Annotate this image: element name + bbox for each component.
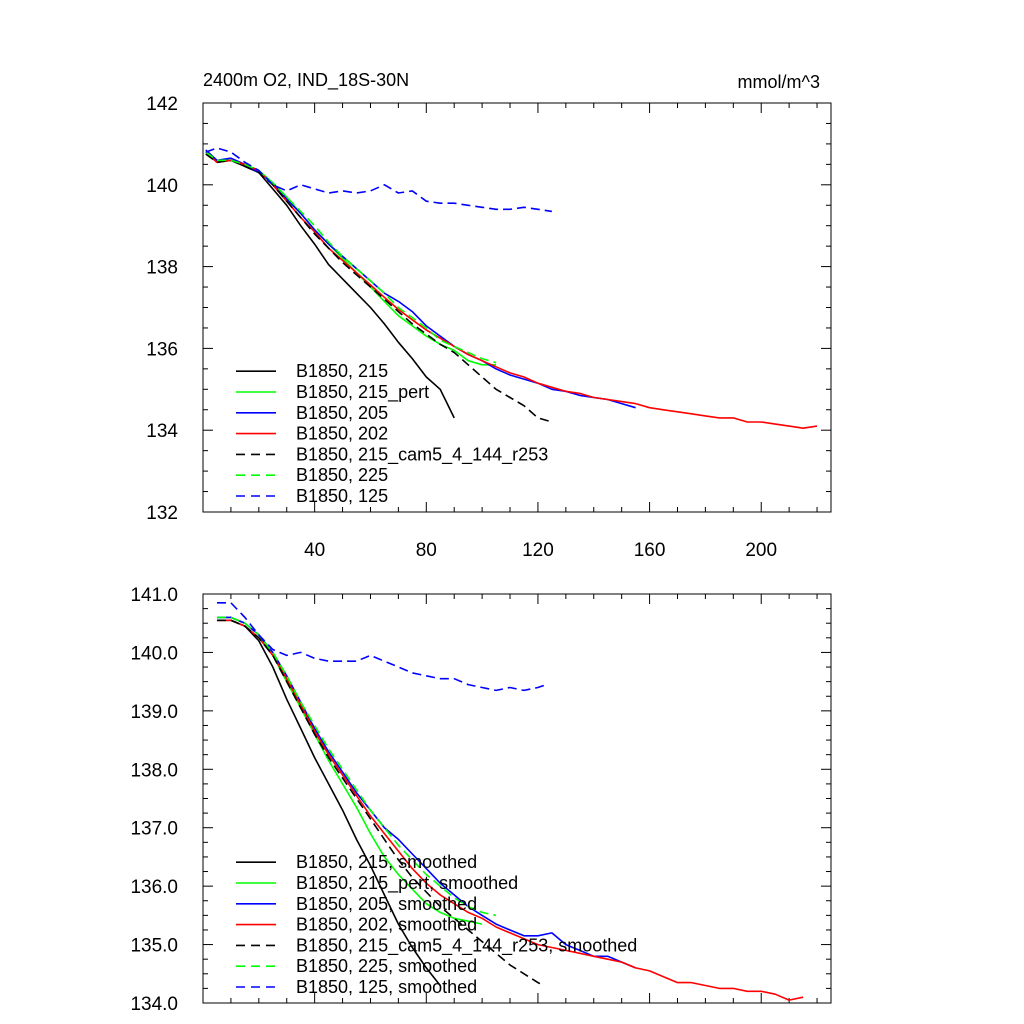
top-legend-label: B1850, 215_pert	[296, 382, 429, 403]
top-legend-label: B1850, 225	[296, 465, 388, 485]
bottom-legend-label: B1850, 225, smoothed	[296, 956, 477, 976]
bottom-legend-label: B1850, 215_cam5_4_144_r253, smoothed	[296, 935, 637, 956]
bottom-series-line-4	[217, 619, 544, 987]
top-y-tick-label: 134	[146, 421, 178, 442]
top-legend-label: B1850, 205	[296, 403, 388, 423]
top-legend-label: B1850, 125	[296, 486, 388, 506]
units-label: mmol/m^3	[738, 72, 820, 92]
bottom-panel: 134.0 135.0 136.0 137.0 138.0 139.0 140.0 141.0…	[130, 585, 832, 1015]
top-legend-label: B1850, 215_cam5_4_144_r253	[296, 444, 548, 465]
top-x-tick-label: 200	[745, 540, 777, 561]
bottom-y-tick-label: 138.0	[130, 760, 178, 781]
top-x-tick-label: 80	[416, 540, 437, 561]
bottom-legend-label: B1850, 215_pert, smoothed	[296, 873, 518, 894]
top-y-tick-label: 136	[146, 339, 178, 360]
top-y-axis: 132 134 136 138 140 142	[146, 94, 831, 524]
bottom-y-tick-label: 135.0	[130, 936, 178, 957]
bottom-series-line-3	[217, 619, 804, 1001]
top-series-line-5	[205, 151, 497, 364]
top-series-line-6	[205, 147, 553, 213]
top-series-line-1	[205, 151, 497, 366]
bottom-y-tick-label: 137.0	[130, 819, 178, 840]
top-x-tick-label: 40	[304, 540, 325, 561]
bottom-y-tick-label: 141.0	[130, 585, 178, 606]
bottom-y-tick-label: 136.0	[130, 877, 178, 898]
top-y-tick-label: 138	[146, 258, 178, 279]
top-x-tick-label: 120	[522, 540, 554, 561]
top-y-tick-label: 132	[146, 503, 178, 524]
top-series	[205, 147, 818, 429]
top-legend-label: B1850, 202	[296, 424, 388, 444]
top-y-tick-label: 140	[146, 176, 178, 197]
top-panel: 2400m O2, IND_18S-30N mmol/m^3 132 134 136…	[146, 70, 832, 561]
chart-title: 2400m O2, IND_18S-30N	[203, 70, 409, 91]
top-legend-label: B1850, 215	[296, 361, 388, 381]
top-x-axis: 40 80 120 160 200	[202, 103, 818, 561]
bottom-legend-label: B1850, 215, smoothed	[296, 852, 477, 872]
top-x-tick-label: 160	[634, 540, 666, 561]
bottom-series-line-0	[217, 619, 441, 986]
bottom-x-axis	[202, 594, 818, 1003]
bottom-legend-label: B1850, 205, smoothed	[296, 894, 477, 914]
bottom-y-axis: 134.0 135.0 136.0 137.0 138.0 139.0 140.0 141.0	[130, 585, 831, 1015]
bottom-series	[217, 602, 804, 1001]
bottom-series-line-2	[217, 616, 636, 969]
bottom-y-tick-label: 139.0	[130, 702, 178, 723]
bottom-series-line-6	[217, 602, 547, 692]
bottom-series-line-5	[217, 616, 497, 917]
bottom-legend-label: B1850, 125, smoothed	[296, 977, 477, 997]
bottom-y-tick-label: 140.0	[130, 643, 178, 664]
top-series-line-4	[205, 153, 553, 423]
bottom-legend-label: B1850, 202, smoothed	[296, 915, 477, 935]
top-y-tick-label: 142	[146, 94, 178, 115]
bottom-y-tick-label: 134.0	[130, 994, 178, 1015]
